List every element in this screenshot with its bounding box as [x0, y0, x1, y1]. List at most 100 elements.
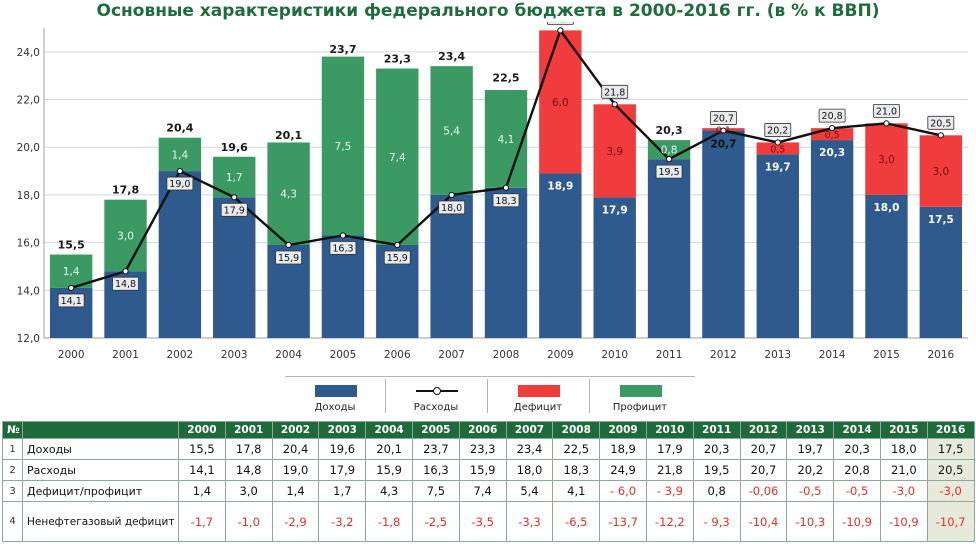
table-cell: -0,5	[786, 480, 835, 502]
expenses-point	[720, 127, 727, 134]
surplus-label: 4,3	[280, 189, 297, 201]
y-tick-label: 18,0	[17, 190, 40, 202]
table-cell: 20,2	[786, 459, 835, 481]
table-cell: 14,8	[224, 459, 273, 481]
table-cell: -10,9	[879, 501, 928, 542]
table-cell: 0,8	[692, 480, 741, 502]
table-header-row: № 2000 2001 2002 2003 2004 2005 2006 2007 2008 20…	[2, 421, 975, 439]
legend-label-surplus: Профицит	[612, 402, 668, 413]
table-row-number: 4	[2, 501, 23, 542]
table-cell: - 9,3	[692, 501, 741, 542]
chart-title: Основные характеристики федерального бюд…	[96, 1, 880, 21]
table-cell: -3,0	[926, 480, 975, 502]
expenses-point	[285, 241, 292, 249]
expenses-point	[611, 101, 618, 108]
expenses-point	[448, 191, 455, 199]
legend-item-expenses: Расходы	[386, 381, 486, 415]
x-tick-label: 2016	[927, 349, 954, 361]
table-header-year: 2008	[552, 421, 601, 439]
expenses-line-layer	[68, 27, 944, 292]
table-cell: 20,4	[271, 438, 320, 460]
surplus-label: 0,8	[661, 145, 678, 157]
surplus-label: 4,1	[498, 134, 515, 146]
table-cell: 20,7	[739, 459, 788, 481]
x-tick-label: 2014	[819, 349, 846, 361]
bar-revenue	[647, 159, 691, 338]
table-cell: -1,7	[178, 501, 226, 542]
legend-swatch-surplus	[620, 385, 662, 397]
table-cell: 20,8	[833, 459, 881, 481]
expenses-label: 14,8	[115, 279, 136, 290]
table-cell: 17,8	[224, 438, 273, 460]
bar-deficit	[539, 30, 582, 174]
table-cell: - 6,0	[599, 480, 647, 502]
table-header-year: 2013	[786, 421, 835, 439]
table-cell: -10,9	[833, 501, 881, 542]
table-cell: 15,9	[458, 459, 507, 481]
table-cell: 21,8	[645, 459, 694, 481]
legend-item-surplus: Профицит	[590, 381, 690, 415]
expenses-label: 20,8	[822, 111, 843, 122]
x-tick-label: 2011	[656, 349, 683, 361]
table-header-year: 2010	[645, 421, 694, 439]
expenses-label: 19,0	[169, 179, 190, 190]
total-label: 23,7	[329, 43, 356, 56]
legend-divider	[487, 379, 488, 413]
chart-area: 12,0 14,0 16,0 18,0 20,0 22,0 24,0 2000 2001 2002…	[0, 22, 976, 374]
table-row: 3 Дефицит/профицит 1,4 3,0 1,4 1,7 4,3 7,5 7,4 5,…	[2, 480, 975, 502]
total-label: 15,5	[58, 239, 85, 252]
legend-divider	[589, 379, 590, 413]
table-cell: 22,5	[552, 438, 601, 460]
table-cell: 4,3	[365, 480, 413, 502]
deficit-label: 3,0	[932, 166, 949, 178]
legend-item-deficit: Дефицит	[488, 381, 588, 415]
surplus-label: 3,0	[117, 230, 134, 242]
legend-swatch-revenue	[315, 385, 357, 397]
table-cell: 19,5	[692, 459, 741, 481]
expenses-label-box	[383, 250, 411, 265]
table-row: 4 Ненефтегазовый дефицит -1,7 -1,0 -2,9 -3,2-…	[2, 501, 975, 542]
table-row: 1 Доходы 15,5 17,8 20,4 19,6 20,1 23,7 23,3 23,4 2…	[2, 438, 975, 460]
revenue-label: 20,3	[819, 147, 845, 159]
table-cell: 18,0	[505, 459, 554, 481]
legend-item-revenue: Доходы	[285, 381, 385, 415]
table-body: 1 Доходы 15,5 17,8 20,4 19,6 20,1 23,7 23,3 23,4 2…	[2, 438, 975, 542]
table-cell: -13,7	[599, 501, 647, 542]
table-cell: -3,2	[318, 501, 367, 542]
table-cell: -1,8	[365, 501, 413, 542]
surplus-label: 7,5	[335, 141, 352, 153]
bar-revenue	[213, 197, 256, 338]
bar-revenue	[593, 197, 636, 338]
table-cell: 23,7	[411, 438, 460, 460]
legend-dot-expenses	[433, 387, 441, 395]
table-cell: 24,9	[599, 459, 647, 481]
x-tick-label: 2000	[58, 349, 85, 361]
total-label: 22,5	[492, 72, 519, 85]
table-cell: 7,4	[458, 480, 507, 502]
table-cell: 3,0	[224, 480, 273, 502]
deficit-label: 0,1	[716, 125, 731, 136]
table-header-year: 2005	[411, 421, 460, 439]
expenses-point	[339, 232, 347, 239]
expenses-label: 15,9	[387, 253, 408, 264]
expenses-label-box	[546, 22, 574, 25]
table-cell: 14,1	[178, 459, 226, 481]
expenses-label: 18,3	[495, 196, 516, 207]
revenue-label: 17,9	[602, 204, 628, 216]
legend-divider	[385, 379, 386, 413]
expenses-label-box	[220, 202, 248, 217]
table-header-year: 2002	[271, 421, 320, 439]
table-cell: 1,7	[318, 480, 367, 502]
expenses-label: 16,3	[332, 243, 353, 254]
revenue-label: 19,7	[765, 161, 791, 173]
table-header-year: 2009	[599, 421, 647, 439]
table-cell: -3,3	[505, 501, 554, 542]
expenses-label-box	[57, 293, 85, 308]
table-header-year: 2003	[318, 421, 367, 439]
expenses-label-box	[112, 276, 139, 291]
table-header-year: 2015	[879, 421, 928, 439]
bar-revenue	[919, 206, 963, 338]
bar-deficit	[810, 128, 854, 141]
expenses-point	[68, 284, 75, 292]
bar-revenue	[430, 194, 473, 338]
